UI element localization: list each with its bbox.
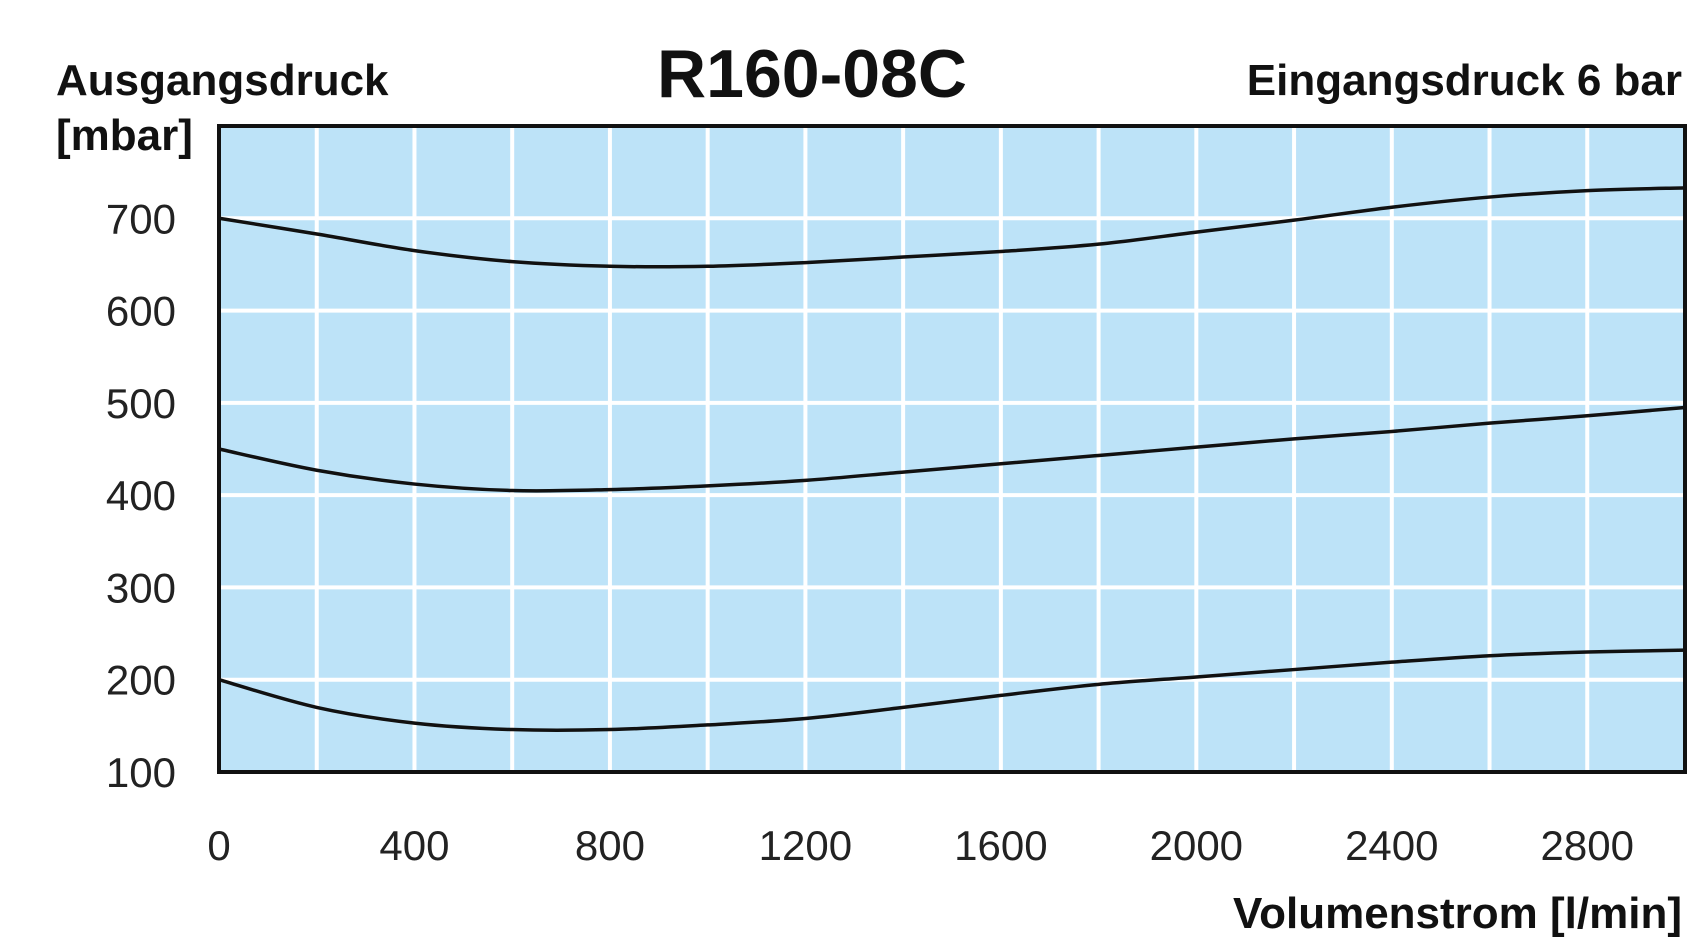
- chart-title: R160-08C: [657, 36, 967, 112]
- series-line-1: [217, 186, 1687, 269]
- series-line-3: [217, 648, 1687, 732]
- x-tick-label: 1200: [759, 822, 852, 869]
- y-tick-label: 400: [106, 472, 176, 519]
- x-tick-label: 2800: [1541, 822, 1634, 869]
- y-tick-labels: 100 200 300 400 500 600 700: [106, 195, 176, 796]
- series-group: [217, 186, 1687, 732]
- plot-area: [219, 126, 1685, 772]
- x-axis-label: Volumenstrom [l/min]: [1233, 889, 1682, 937]
- x-tick-label: 2000: [1150, 822, 1243, 869]
- y-tick-label: 300: [106, 564, 176, 611]
- x-tick-label: 400: [379, 822, 449, 869]
- y-tick-label: 200: [106, 657, 176, 704]
- plot-frame: [217, 124, 1687, 774]
- y-tick-label: 700: [106, 195, 176, 242]
- x-tick-label: 0: [207, 822, 230, 869]
- y-axis-unit: [mbar]: [56, 111, 193, 160]
- y-tick-label: 100: [106, 749, 176, 796]
- x-tick-label: 1600: [954, 822, 1047, 869]
- chart-subtitle: Eingangsdruck 6 bar: [1247, 56, 1682, 105]
- grid: [219, 126, 1685, 772]
- y-tick-label: 600: [106, 288, 176, 335]
- x-tick-labels: 0 400 800 1200 1600 2000 2400 2800: [207, 822, 1634, 869]
- x-tick-label: 800: [575, 822, 645, 869]
- series-line-2: [217, 405, 1687, 493]
- y-tick-label: 500: [106, 380, 176, 427]
- x-tick-label: 2400: [1345, 822, 1438, 869]
- y-axis-label: Ausgangsdruck: [56, 56, 389, 105]
